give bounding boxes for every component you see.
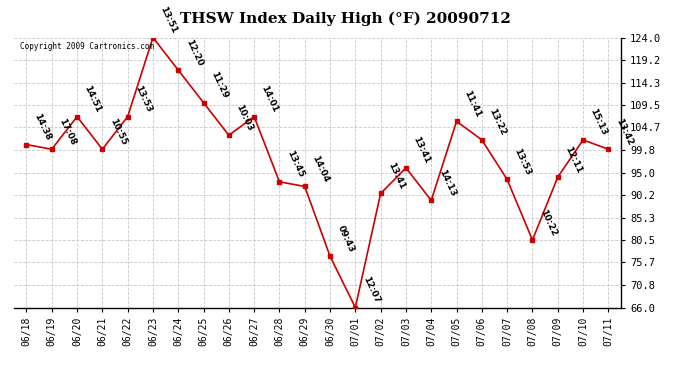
Text: 11:29: 11:29 xyxy=(209,70,229,100)
Text: 13:53: 13:53 xyxy=(133,84,153,114)
Text: 11:41: 11:41 xyxy=(462,88,482,118)
Text: 14:13: 14:13 xyxy=(437,168,457,198)
Text: 13:45: 13:45 xyxy=(285,149,305,179)
Text: 15:13: 15:13 xyxy=(589,107,609,137)
Text: 13:41: 13:41 xyxy=(386,161,406,190)
Text: 12:20: 12:20 xyxy=(184,38,204,67)
Text: 17:08: 17:08 xyxy=(57,117,77,147)
Text: 14:04: 14:04 xyxy=(310,154,331,184)
Text: 09:43: 09:43 xyxy=(335,224,356,254)
Text: THSW Index Daily High (°F) 20090712: THSW Index Daily High (°F) 20090712 xyxy=(179,11,511,26)
Text: 14:01: 14:01 xyxy=(259,84,280,114)
Text: 12:11: 12:11 xyxy=(563,145,584,174)
Text: 14:51: 14:51 xyxy=(83,84,103,114)
Text: 14:38: 14:38 xyxy=(32,112,52,142)
Text: 10:55: 10:55 xyxy=(108,117,128,147)
Text: 10:22: 10:22 xyxy=(538,208,558,237)
Text: 13:42: 13:42 xyxy=(614,117,634,147)
Text: 12:07: 12:07 xyxy=(361,275,381,305)
Text: 13:22: 13:22 xyxy=(487,107,508,137)
Text: 10:03: 10:03 xyxy=(235,103,255,132)
Text: Copyright 2009 Cartronics.com: Copyright 2009 Cartronics.com xyxy=(20,42,154,51)
Text: 13:51: 13:51 xyxy=(159,5,179,35)
Text: 13:41: 13:41 xyxy=(411,135,432,165)
Text: 13:53: 13:53 xyxy=(513,147,533,177)
